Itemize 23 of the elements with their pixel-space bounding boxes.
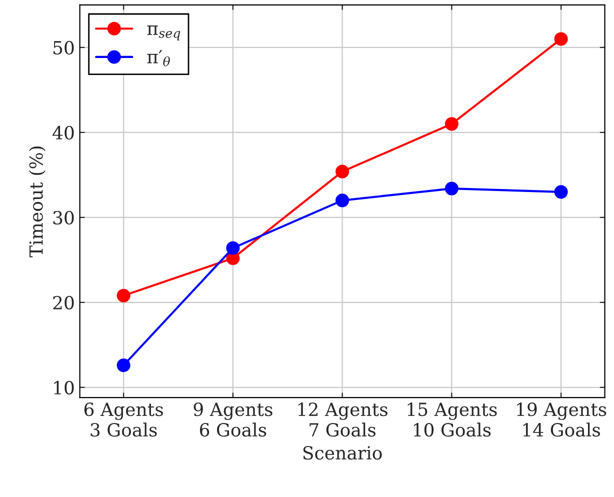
x-tick-label: 12 Agents 7 Goals [298,402,388,437]
x-tick-label: 15 Agents 10 Goals [408,402,497,437]
x-tick-label: 6 Agents 3 Goals [84,402,163,437]
y-tick-label: 40 [52,126,74,140]
point [554,32,568,46]
x-axis-title: Scenario [303,446,382,460]
y-tick-label: 50 [54,40,74,55]
point [554,185,568,199]
point [444,182,458,196]
x-tick-label: 19 Agents 14 Goals [517,402,606,437]
point [444,117,458,131]
y-tick-label: 20 [53,296,74,310]
point [336,164,350,178]
y-tick-label: 10 [54,380,74,395]
point [116,358,130,372]
point [226,241,240,255]
point [336,194,350,208]
x-tick-label: 9 Agents 6 Goals [194,402,272,437]
legend-label: π$_{seq}$ [147,26,180,40]
y-axis-title: Timeout (%) [28,146,46,258]
point [116,288,130,302]
y-tick-label: 30 [53,210,74,225]
legend-label: π′$_{θ}$ [147,50,170,66]
